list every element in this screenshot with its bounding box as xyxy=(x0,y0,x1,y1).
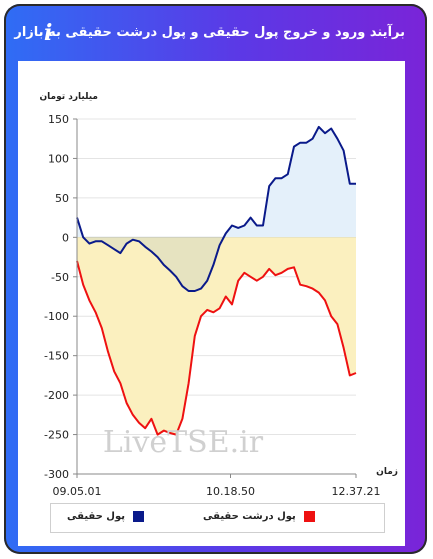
y-tick-label-1: 100 xyxy=(48,152,69,165)
series-lines xyxy=(76,125,357,436)
legend-label-real-money: پول حقیقی xyxy=(67,511,125,522)
x-tick-label-1: 10.18.50 xyxy=(206,485,255,498)
y-tick-label-4: -50 xyxy=(51,271,69,284)
y-tick-label-8: -250 xyxy=(44,429,69,442)
card-header: برآیند ورود و خروج پول حقیقی و پول درشت … xyxy=(4,4,427,60)
area-fill-positive-0 xyxy=(77,126,356,237)
y-tick-label-2: 50 xyxy=(55,192,69,205)
area-fill-negative-1 xyxy=(77,237,356,435)
x-tick-label-2: 12.37.21 xyxy=(332,485,381,498)
y-tick-label-3: 0 xyxy=(62,231,69,244)
legend-item-real-money[interactable]: پول حقیقی xyxy=(67,511,144,522)
y-tick-label-6: -150 xyxy=(44,350,69,363)
legend-swatch-big-real-money xyxy=(303,511,315,522)
x-tick-labels: 09.05.01 10.18.50 12.37.21 xyxy=(53,474,381,498)
series-line-0 xyxy=(76,125,356,292)
legend-swatch-real-money xyxy=(132,511,144,522)
area-fills xyxy=(77,126,356,435)
y-tick-label-9: -300 xyxy=(44,468,69,481)
axes xyxy=(76,119,356,475)
legend-label-big-real-money: پول درشت حقیقی xyxy=(203,511,296,522)
x-axis-label: زمان xyxy=(376,467,398,477)
y-axis-label: میلیارد تومان xyxy=(39,92,98,102)
legend-item-big-real-money[interactable]: پول درشت حقیقی xyxy=(203,511,315,522)
chart-title: برآیند ورود و خروج پول حقیقی و پول درشت … xyxy=(14,24,405,40)
y-tick-label-7: -200 xyxy=(44,389,69,402)
x-tick-label-0: 09.05.01 xyxy=(53,485,102,498)
y-tick-label-0: 150 xyxy=(48,113,69,126)
info-icon[interactable]: i xyxy=(44,20,53,46)
series-line-1 xyxy=(76,260,357,436)
y-tick-labels: 150 100 50 0 -50 -100 -150 -200 -250 -300 xyxy=(44,113,69,481)
watermark: LiveTSE.ir xyxy=(103,425,264,460)
legend: پول حقیقی پول درشت حقیقی xyxy=(50,503,385,533)
y-tick-label-5: -100 xyxy=(44,310,69,323)
